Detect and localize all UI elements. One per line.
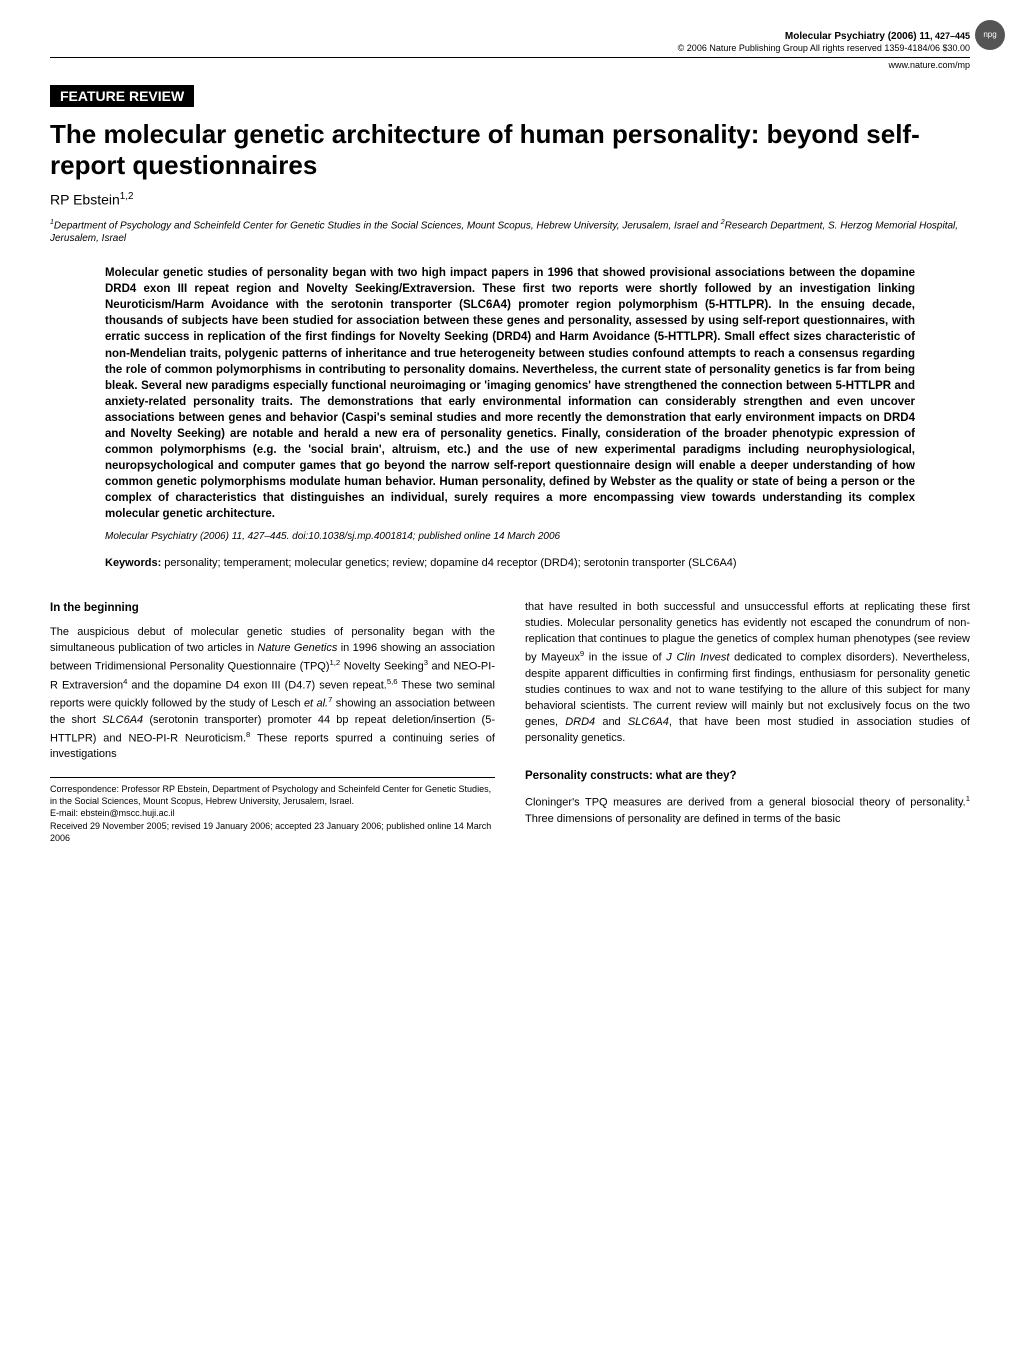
- journal-url: www.nature.com/mp: [50, 57, 970, 70]
- keywords-block: Keywords: personality; temperament; mole…: [50, 556, 970, 571]
- correspondence: Correspondence: Professor RP Ebstein, De…: [50, 783, 495, 807]
- right-paragraph-1: that have resulted in both successful an…: [525, 600, 970, 746]
- email: E-mail: ebstein@mscc.huji.ac.il: [50, 807, 495, 819]
- npg-badge: npg: [975, 20, 1005, 50]
- text-italic: Nature Genetics: [258, 642, 338, 654]
- right-paragraph-2: Cloninger's TPQ measures are derived fro…: [525, 793, 970, 828]
- footnote-block: Correspondence: Professor RP Ebstein, De…: [50, 777, 495, 844]
- text-italic: J Clin Invest: [666, 652, 729, 664]
- text-italic: SLC6A4: [102, 714, 143, 726]
- abstract: Molecular genetic studies of personality…: [50, 265, 970, 523]
- author-line: RP Ebstein1,2: [50, 191, 970, 208]
- journal-header: npg Molecular Psychiatry (2006) 11, 427–…: [50, 30, 970, 55]
- text-italic: DRD4: [565, 716, 595, 728]
- article-title: The molecular genetic architecture of hu…: [50, 119, 970, 181]
- ref-sup: 5,6: [387, 677, 398, 686]
- text-run: and the dopamine D4 exon III (D4.7) seve…: [127, 679, 386, 691]
- keywords-text: personality; temperament; molecular gene…: [161, 557, 736, 569]
- section-heading-beginning: In the beginning: [50, 600, 495, 617]
- text-run: Cloninger's TPQ measures are derived fro…: [525, 797, 966, 809]
- text-run: Novelty Seeking: [340, 661, 424, 673]
- aff-text-1: Department of Psychology and Scheinfeld …: [54, 220, 721, 231]
- text-italic: SLC6A4: [628, 716, 669, 728]
- ref-sup: 1,2: [330, 658, 341, 667]
- keywords-label: Keywords:: [105, 557, 161, 569]
- body-columns: In the beginning The auspicious debut of…: [50, 600, 970, 844]
- section-label: FEATURE REVIEW: [50, 85, 194, 107]
- journal-name: Molecular Psychiatry (2006) 11: [785, 31, 930, 42]
- author-sup: 1,2: [120, 191, 134, 202]
- section-heading-constructs: Personality constructs: what are they?: [525, 768, 970, 785]
- left-paragraph-1: The auspicious debut of molecular geneti…: [50, 625, 495, 763]
- journal-pages: , 427–445: [930, 31, 970, 41]
- text-run: Three dimensions of personality are defi…: [525, 813, 841, 825]
- text-italic: et al.: [304, 698, 328, 710]
- author-name: RP Ebstein: [50, 192, 120, 208]
- ref-sup: 1: [966, 794, 970, 803]
- citation-line: Molecular Psychiatry (2006) 11, 427–445.…: [50, 531, 970, 542]
- received-dates: Received 29 November 2005; revised 19 Ja…: [50, 820, 495, 844]
- left-column: In the beginning The auspicious debut of…: [50, 600, 495, 844]
- text-run: and: [595, 716, 628, 728]
- right-column: that have resulted in both successful an…: [525, 600, 970, 844]
- affiliation: 1Department of Psychology and Scheinfeld…: [50, 218, 970, 245]
- copyright: © 2006 Nature Publishing Group All right…: [678, 43, 970, 53]
- text-run: in the issue of: [584, 652, 666, 664]
